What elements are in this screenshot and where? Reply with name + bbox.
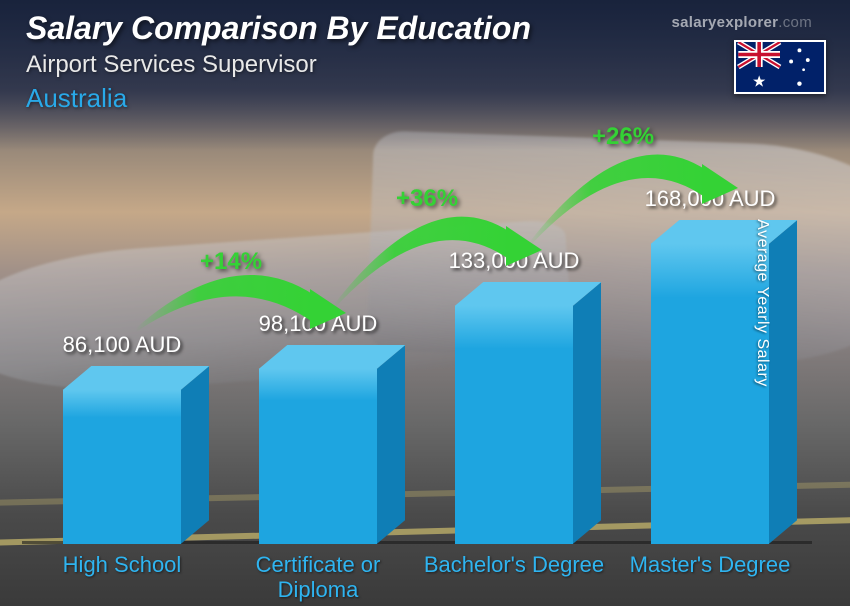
bar-category-label: Master's Degree (615, 552, 805, 577)
bar-chart: 86,100 AUDHigh School98,100 AUDCertifica… (0, 136, 812, 606)
bar-group: 98,100 AUDCertificate or Diploma (232, 369, 404, 544)
bar-group: 86,100 AUDHigh School (36, 390, 208, 544)
bar: 86,100 AUD (63, 390, 181, 544)
header: Salary Comparison By Education Airport S… (26, 10, 531, 114)
country-flag-icon (734, 40, 826, 94)
chart-country: Australia (26, 83, 531, 114)
bar-front (259, 369, 377, 544)
bar-side-face (377, 345, 405, 543)
watermark-brand: salaryexplorer (672, 14, 779, 31)
watermark-tld: .com (778, 14, 812, 31)
bar-side-face (573, 282, 601, 543)
y-axis-label: Average Yearly Salary (753, 219, 771, 387)
chart-title: Salary Comparison By Education (26, 10, 531, 47)
bar-front (63, 390, 181, 544)
increase-arrow (508, 104, 764, 306)
chart-subtitle: Airport Services Supervisor (26, 51, 531, 79)
source-watermark: salaryexplorer.com (672, 14, 813, 31)
bar: 98,100 AUD (259, 369, 377, 544)
bar-category-label: Bachelor's Degree (419, 552, 609, 577)
bar-side-face (181, 366, 209, 543)
bar-category-label: Certificate or Diploma (223, 552, 413, 603)
bar-category-label: High School (27, 552, 217, 577)
bar-side-face (769, 220, 797, 543)
